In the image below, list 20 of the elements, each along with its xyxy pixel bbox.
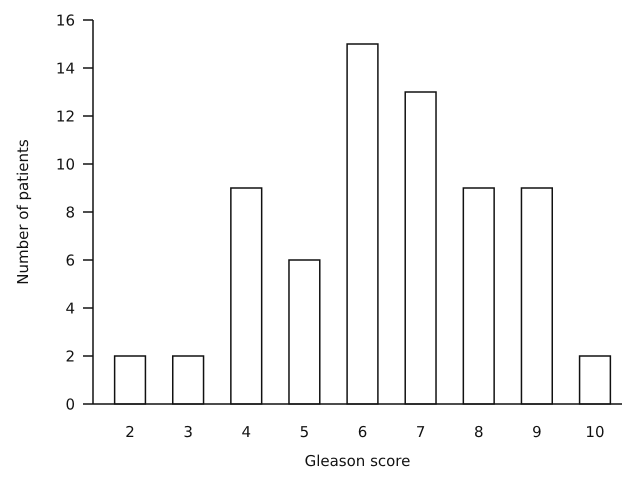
y-tick-label: 6 (65, 251, 75, 270)
y-tick-label: 2 (65, 347, 75, 366)
y-tick-label: 0 (65, 395, 75, 414)
x-tick-label: 3 (183, 423, 193, 441)
y-tick-label: 14 (56, 59, 75, 78)
x-tick-label: 2 (125, 423, 135, 441)
x-tick-label: 5 (300, 423, 310, 441)
x-tick-label: 10 (585, 423, 605, 441)
x-axis-title: Gleason score (304, 452, 410, 470)
y-tick-label: 12 (56, 107, 75, 126)
x-tick-label: 9 (532, 423, 542, 441)
y-axis-title: Number of patients (14, 139, 32, 285)
y-tick-label: 10 (56, 155, 75, 174)
x-tick-label: 8 (474, 423, 484, 441)
x-tick-label: 7 (416, 423, 426, 441)
y-tick-label: 16 (56, 11, 75, 30)
y-tick-label: 4 (65, 299, 75, 318)
x-tick-label: 6 (358, 423, 368, 441)
x-tick-label: 4 (241, 423, 252, 441)
y-tick-label: 8 (65, 203, 75, 222)
